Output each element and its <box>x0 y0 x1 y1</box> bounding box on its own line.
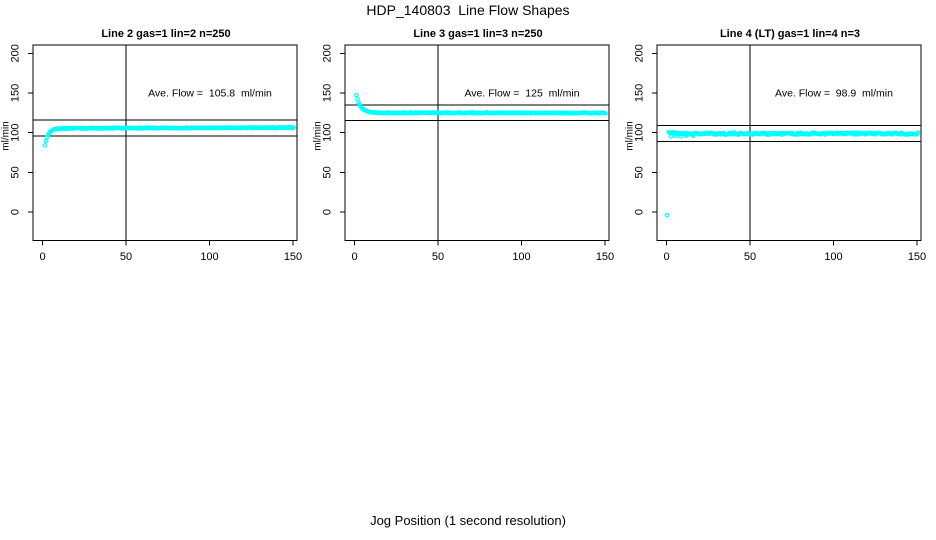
x-tick-label: 100 <box>512 251 530 263</box>
x-tick-label: 50 <box>120 251 132 263</box>
outlier-point <box>673 133 678 139</box>
plot-box <box>344 44 610 241</box>
y-tick-label: 150 <box>322 84 334 102</box>
x-axis-label: Jog Position (1 second resolution) <box>370 513 566 528</box>
y-tick-label: 0 <box>10 209 22 215</box>
x-tick-label: 50 <box>744 251 756 263</box>
y-tick-label: 150 <box>10 84 22 102</box>
data-point <box>291 125 296 130</box>
figure-title: HDP_140803 Line Flow Shapes <box>366 2 570 18</box>
ave-flow-annotation: Ave. Flow = 105.8 ml/min <box>148 88 272 100</box>
panel-title: Line 2 gas=1 lin=2 n=250 <box>101 28 230 40</box>
y-tick-label: 200 <box>634 44 646 62</box>
data-point <box>354 92 359 98</box>
panel-2-line3-plot: 0 50 100 150 0 50 100 150 200 ml/min Line 3 gas=1 … <box>313 28 615 263</box>
y-tick-label: 200 <box>322 44 334 62</box>
y-tick-label: 50 <box>10 166 22 178</box>
data-point <box>42 143 48 148</box>
ave-flow-annotation: Ave. Flow = 98.9 ml/min <box>775 88 893 100</box>
x-tick-label: 50 <box>432 251 444 263</box>
y-axis-unit-label: ml/min <box>313 121 324 150</box>
x-tick-label: 150 <box>284 251 302 263</box>
y-axis-unit-label: ml/min <box>625 121 636 150</box>
y-tick-label: 0 <box>634 209 646 215</box>
y-tick-label: 50 <box>322 166 334 178</box>
data-point <box>603 111 608 116</box>
x-tick-label: 100 <box>200 251 218 263</box>
y-tick-label: 200 <box>10 44 22 62</box>
x-tick-label: 0 <box>351 251 357 263</box>
ave-flow-annotation: Ave. Flow = 125 ml/min <box>464 88 579 100</box>
panel-title: Line 4 (LT) gas=1 lin=4 n=3 <box>720 28 860 40</box>
y-tick-label: 50 <box>634 166 646 178</box>
data-point <box>43 138 49 144</box>
x-tick-label: 100 <box>824 251 842 263</box>
y-tick-label: 150 <box>634 84 646 102</box>
y-axis-unit-label: ml/min <box>1 121 12 150</box>
y-tick-label: 0 <box>322 209 334 215</box>
x-tick-label: 0 <box>39 251 45 263</box>
panel-1-line2-plot: 0 50 100 150 0 50 100 150 200 ml/min Line 2 gas=1 … <box>1 28 303 263</box>
y-tick-label: 100 <box>634 123 646 141</box>
plot-box <box>656 44 922 241</box>
panel-3-line4-plot: 0 50 100 150 0 50 100 150 200 ml/min Line 4 (LT) g… <box>625 28 927 263</box>
y-tick-label: 100 <box>10 123 22 141</box>
x-tick-label: 150 <box>908 251 926 263</box>
outlier-point <box>668 134 674 139</box>
x-tick-label: 0 <box>663 251 669 263</box>
outlier-point <box>678 133 684 139</box>
outlier-point <box>664 212 670 218</box>
outlier-point <box>690 133 696 139</box>
y-tick-label: 100 <box>322 123 334 141</box>
data-point <box>915 130 921 135</box>
panel-title: Line 3 gas=1 lin=3 n=250 <box>413 28 542 40</box>
plot-box <box>32 44 298 241</box>
x-tick-label: 150 <box>596 251 614 263</box>
outlier-point <box>684 133 689 138</box>
